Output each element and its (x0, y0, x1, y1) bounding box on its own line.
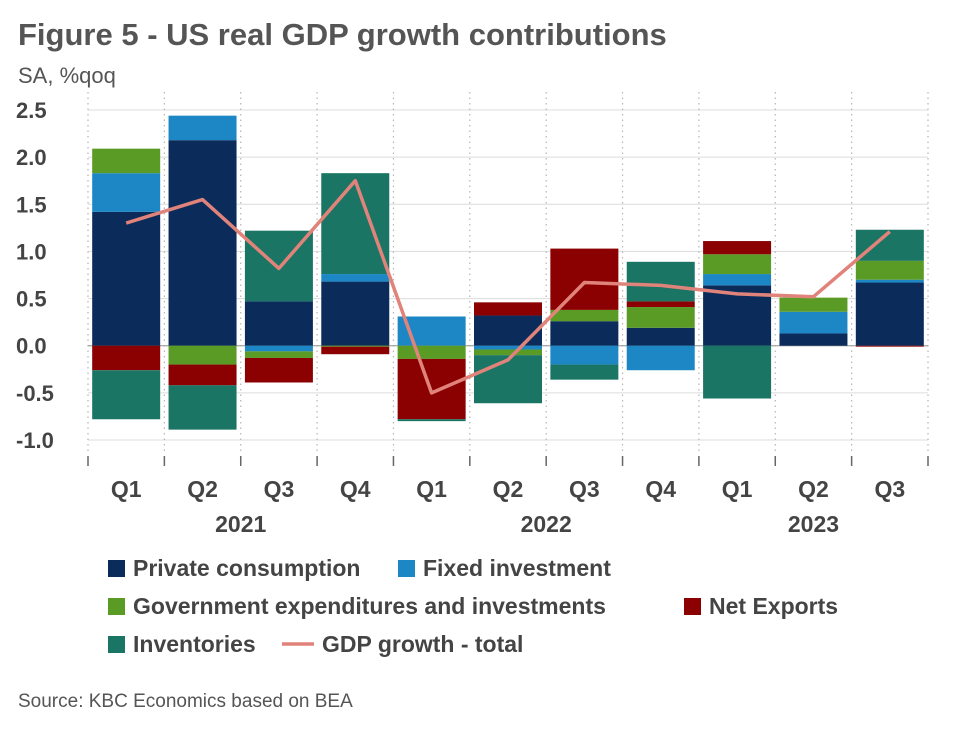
x-tick-label: Q2 (798, 476, 829, 502)
bar-segment (168, 140, 237, 346)
bar-segment (550, 248, 619, 310)
bar-segment (626, 327, 695, 346)
bar-segment (855, 260, 924, 280)
bar-segment (397, 345, 466, 359)
legend-label: Fixed investment (423, 555, 611, 581)
legend-swatch (108, 636, 125, 653)
bar-segment (321, 173, 390, 275)
bar-segment (168, 364, 237, 386)
legend-label: Government expenditures and investments (133, 593, 606, 619)
bar-segment (474, 302, 542, 316)
y-tick-label: -1.0 (16, 428, 54, 453)
legend: Private consumption Fixed investment Gover… (108, 555, 838, 657)
bar-segment (474, 349, 542, 356)
bar-segment (168, 115, 237, 141)
bar-segment (244, 351, 313, 358)
bar-segment (550, 364, 619, 380)
x-tick-label: Q4 (340, 476, 371, 502)
bar-segment (550, 345, 619, 365)
bar-segment (703, 274, 772, 286)
bar-segment (321, 346, 390, 355)
x-tick-label: Q2 (187, 476, 218, 502)
bar-segment (703, 254, 772, 275)
bar-segment (855, 229, 924, 261)
gdp-growth-line (125, 178, 891, 395)
bar-segment (244, 357, 313, 383)
bars (92, 115, 924, 430)
bar-segment (321, 281, 390, 346)
year-label: 2022 (521, 511, 572, 537)
legend-label: Net Exports (709, 593, 838, 619)
bar-segment (779, 333, 848, 346)
legend-label: Inventories (133, 631, 256, 657)
x-tick-label: Q4 (645, 476, 676, 502)
y-tick-label: -0.5 (16, 381, 54, 406)
y-tick-label: 1.5 (16, 192, 47, 217)
chart-title: Figure 5 - US real GDP growth contributi… (18, 17, 667, 52)
x-tick-label: Q3 (874, 476, 905, 502)
bar-segment (855, 279, 924, 283)
bar-segment (855, 345, 924, 347)
bar-segment (321, 345, 390, 347)
bar-segment (244, 301, 313, 346)
bar-segment (244, 345, 313, 352)
x-tick-label: Q2 (493, 476, 524, 502)
y-tick-label: 2.0 (16, 145, 47, 170)
y-tick-label: 1.0 (16, 239, 47, 264)
bar-segment (550, 309, 619, 322)
chart-subtitle: SA, %qoq (18, 63, 116, 88)
bar-segment (779, 311, 848, 334)
y-tick-label: 2.5 (16, 98, 47, 123)
bar-segment (474, 345, 542, 350)
bar-segment (703, 345, 772, 399)
tick-labels: 2.5 2.0 1.5 1.0 0.5 0.0 -0.5 -1.0 Q1 Q2 Q3 Q4 Q1 Q2 Q3… (16, 98, 905, 537)
gdp-line-layer (125, 178, 891, 395)
bar-segment (626, 261, 695, 302)
legend-swatch (108, 560, 125, 577)
bar-segment (92, 370, 161, 420)
year-label: 2023 (788, 511, 839, 537)
bar-segment (92, 211, 161, 346)
bar-segment (474, 355, 542, 404)
legend-label: GDP growth - total (322, 631, 523, 657)
bar-segment (855, 282, 924, 346)
x-tick-label: Q1 (722, 476, 753, 502)
x-tick-label: Q1 (111, 476, 142, 502)
y-tick-label: 0.0 (16, 334, 47, 359)
bar-segment (168, 385, 237, 430)
bar-segment (92, 148, 161, 174)
bar-segment (168, 345, 237, 365)
legend-swatch (684, 598, 701, 615)
bar-segment (703, 241, 772, 255)
bar-segment (92, 173, 161, 212)
bar-segment (92, 345, 161, 371)
y-tick-label: 0.5 (16, 287, 47, 312)
legend-swatch (398, 560, 415, 577)
year-label: 2021 (215, 511, 266, 537)
bar-segment (626, 301, 695, 308)
x-tick-label: Q1 (416, 476, 447, 502)
legend-label: Private consumption (133, 555, 360, 581)
chart-source: Source: KBC Economics based on BEA (18, 691, 353, 712)
x-tick-label: Q3 (569, 476, 600, 502)
bar-segment (474, 315, 542, 346)
bar-segment (397, 419, 466, 422)
legend-swatch (108, 598, 125, 615)
bar-segment (626, 307, 695, 328)
x-tick-label: Q3 (264, 476, 295, 502)
bar-segment (626, 345, 695, 371)
bar-segment (321, 274, 390, 282)
bar-segment (779, 297, 848, 312)
bar-segment (550, 321, 619, 346)
